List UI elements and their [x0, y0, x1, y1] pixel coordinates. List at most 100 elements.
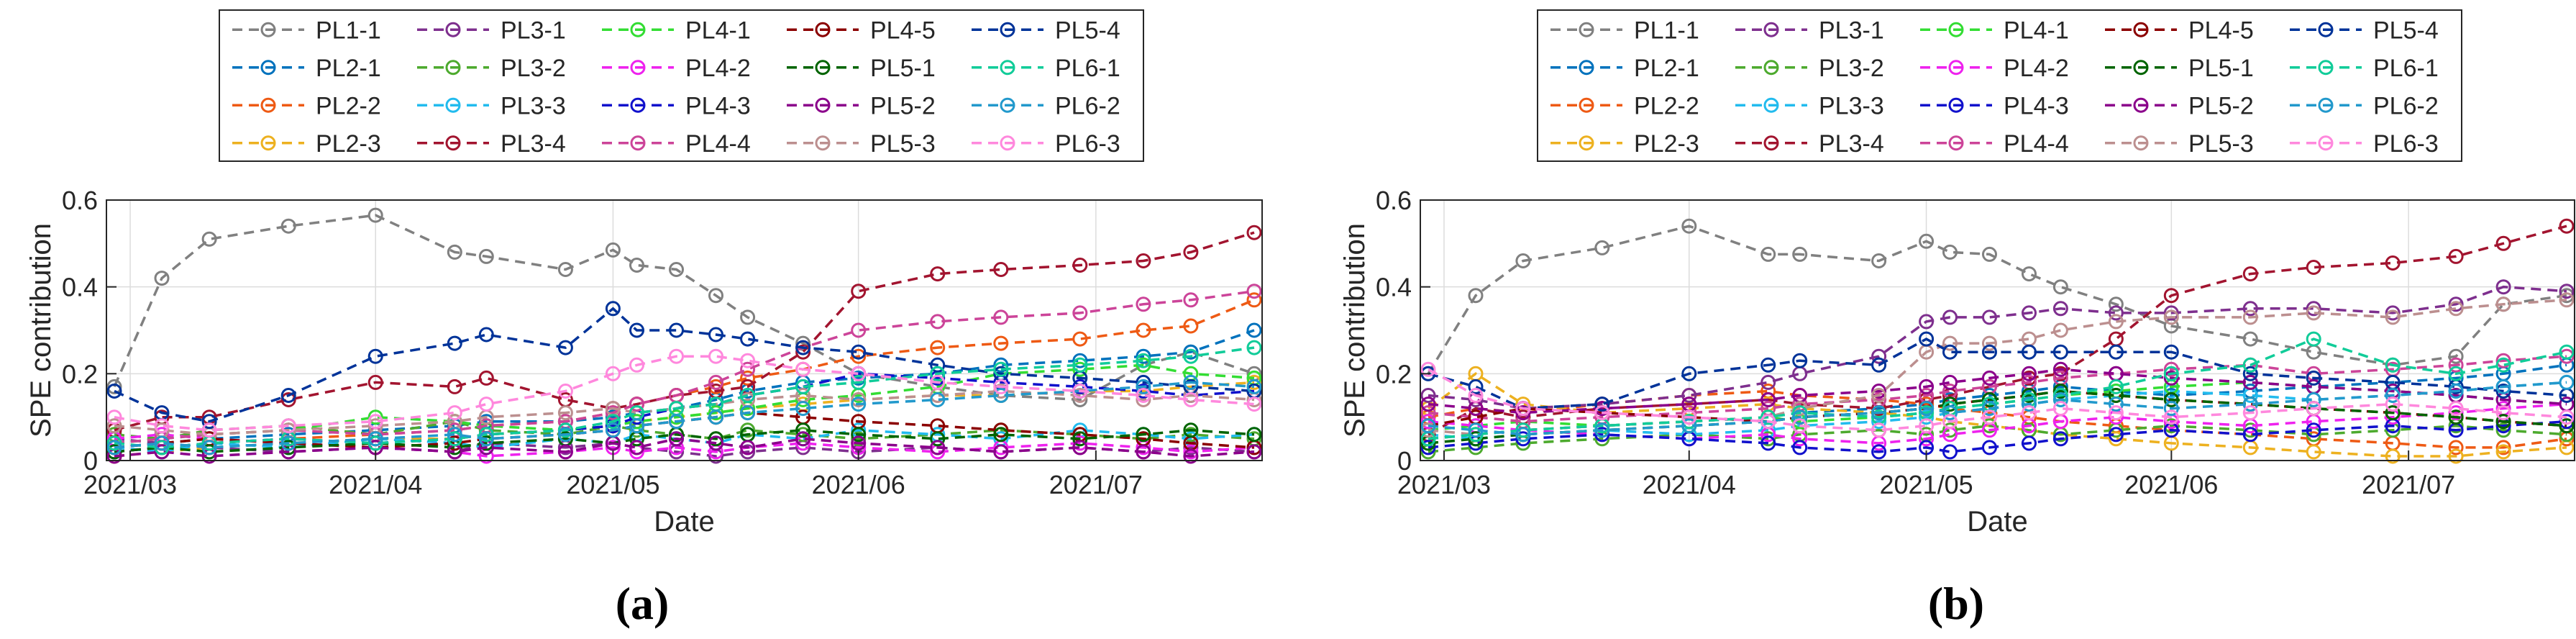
- data-point: [1072, 379, 1088, 394]
- legend-marker: [1763, 97, 1779, 113]
- legend-marker: [260, 135, 276, 151]
- legend-item-PL6-1: PL6-1: [2290, 55, 2439, 82]
- data-point: [2495, 235, 2511, 251]
- axes-box: [1420, 199, 2575, 461]
- data-point: [557, 384, 573, 399]
- data-point: [2242, 357, 2258, 373]
- data-point: [2108, 314, 2124, 330]
- data-point: [2495, 279, 2511, 295]
- data-point: [851, 370, 867, 386]
- legend-label: PL4-3: [685, 92, 751, 119]
- data-point: [2052, 279, 2068, 295]
- data-point: [367, 435, 383, 451]
- data-point: [605, 422, 621, 438]
- legend-marker: [2133, 22, 2149, 37]
- data-point: [1246, 292, 1262, 308]
- data-point: [2385, 357, 2401, 373]
- data-point: [367, 409, 383, 425]
- data-point: [1942, 414, 1958, 430]
- data-point: [478, 248, 494, 264]
- data-point: [629, 357, 644, 373]
- legend-label: PL4-2: [2004, 55, 2069, 82]
- data-point: [930, 392, 946, 407]
- data-point: [1246, 284, 1262, 299]
- data-point: [201, 440, 217, 456]
- data-point: [795, 401, 811, 417]
- data-point: [930, 374, 946, 390]
- data-point: [851, 322, 867, 338]
- series-line: [1428, 368, 2567, 414]
- series-line: [1428, 337, 2567, 410]
- legend-marker: [2318, 97, 2334, 113]
- data-point: [2108, 405, 2124, 421]
- legend-item-PL3-3: PL3-3: [1735, 92, 1884, 119]
- data-point: [2448, 401, 2464, 417]
- data-point: [740, 444, 756, 460]
- data-point: [851, 435, 867, 451]
- axes-box: [106, 199, 1263, 461]
- data-point: [1468, 427, 1484, 443]
- legend-item-PL4-1: PL4-1: [1920, 17, 2069, 44]
- data-point: [2306, 370, 2321, 386]
- chart-panel-b: 0 0.2 0.4 0.6 2021/03 2021/04 2021/05 2021/06 20…: [1339, 9, 2575, 538]
- data-point: [1468, 288, 1484, 304]
- data-point: [1919, 418, 1935, 434]
- legend-label: PL2-2: [316, 92, 381, 119]
- data-point: [557, 405, 573, 421]
- data-point: [795, 431, 811, 447]
- data-point: [280, 435, 296, 451]
- data-point: [2022, 388, 2037, 403]
- data-point: [1072, 440, 1088, 456]
- data-point: [1942, 422, 1958, 438]
- data-point: [1515, 431, 1531, 447]
- data-point: [993, 388, 1009, 403]
- data-point: [478, 327, 494, 343]
- data-point: [1072, 435, 1088, 451]
- legend-item-PL3-1: PL3-1: [1735, 17, 1884, 44]
- data-point: [1760, 431, 1776, 447]
- data-point: [2052, 384, 2068, 399]
- data-point: [2108, 431, 2124, 447]
- data-point: [740, 405, 756, 421]
- data-point: [2163, 370, 2179, 386]
- legend-label: PL6-2: [1055, 92, 1120, 119]
- data-point: [1183, 448, 1199, 464]
- series-line: [1428, 285, 2567, 410]
- data-point: [629, 258, 644, 273]
- legend-label: PL2-3: [316, 130, 381, 158]
- data-point: [2306, 301, 2321, 317]
- legend-marker: [815, 22, 831, 37]
- x-tick-label: 2021/03: [1397, 470, 1491, 499]
- legend-label: PL3-4: [1819, 130, 1884, 158]
- legend-marker: [1579, 60, 1594, 76]
- data-point: [2108, 296, 2124, 312]
- legend-label: PL2-2: [1634, 92, 1699, 119]
- data-point: [1183, 318, 1199, 334]
- data-point: [993, 384, 1009, 399]
- legend-item-PL5-2: PL5-2: [2105, 92, 2254, 119]
- data-point: [154, 271, 170, 286]
- x-tick-label: 2021/04: [329, 470, 422, 499]
- data-point: [629, 414, 644, 430]
- data-point: [2559, 374, 2575, 390]
- legend-item-PL2-1: PL2-1: [232, 55, 381, 82]
- data-point: [2163, 344, 2179, 360]
- data-point: [1792, 401, 1808, 417]
- data-point: [740, 353, 756, 368]
- data-point: [2052, 401, 2068, 417]
- data-point: [669, 348, 684, 364]
- legend-item-PL1-1: PL1-1: [232, 17, 381, 44]
- data-point: [2052, 344, 2068, 360]
- data-point: [851, 284, 867, 299]
- data-point: [2052, 366, 2068, 381]
- series-line: [1428, 420, 2567, 453]
- data-point: [1183, 422, 1199, 438]
- data-point: [1072, 331, 1088, 347]
- data-point: [2559, 409, 2575, 425]
- data-point: [1420, 388, 1436, 403]
- data-point: [2448, 440, 2464, 456]
- data-point: [1760, 357, 1776, 373]
- data-point: [605, 242, 621, 258]
- data-point: [447, 244, 462, 260]
- data-point: [708, 409, 723, 425]
